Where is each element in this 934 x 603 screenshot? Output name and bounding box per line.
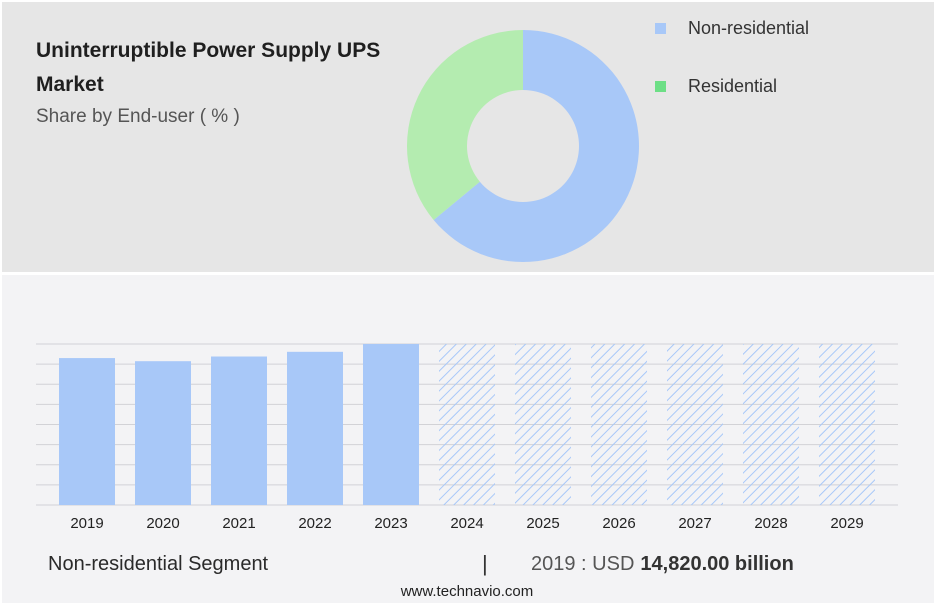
x-tick-label-2022: 2022 (298, 515, 331, 532)
legend-label-non-residential: Non-residential (688, 17, 810, 38)
legend: Non-residential Residential (655, 16, 809, 132)
footer-year-label: 2019 : USD (531, 553, 635, 575)
bar-2022 (287, 351, 343, 505)
legend-swatch-residential (655, 80, 666, 92)
x-tick-label-2027: 2027 (678, 515, 711, 532)
bar-2026 (591, 344, 647, 505)
chart-subtitle: Share by End-user ( % ) (36, 106, 240, 127)
bar-2020 (135, 361, 191, 505)
x-tick-label-2029: 2029 (830, 515, 863, 532)
bar-2023 (363, 344, 419, 505)
source-link[interactable]: www.technavio.com (400, 583, 534, 600)
donut-chart (407, 30, 639, 262)
chart-title: Uninterruptible Power Supply UPS Market (36, 39, 381, 96)
x-tick-label-2026: 2026 (602, 515, 635, 532)
footer-value: 14,820.00 billion (640, 553, 794, 575)
segment-label: Non-residential Segment (48, 553, 269, 575)
x-tick-label-2019: 2019 (70, 515, 103, 532)
x-tick-label-2020: 2020 (146, 515, 179, 532)
x-tick-label-2028: 2028 (754, 515, 787, 532)
bar-2028 (743, 344, 799, 505)
footer-separator: | (482, 551, 488, 576)
bar-2027 (667, 344, 723, 505)
donut-slice-residential (407, 30, 523, 220)
bar-2029 (819, 344, 875, 505)
legend-label-residential: Residential (688, 75, 778, 96)
bar-2024 (439, 344, 495, 505)
legend-swatch-non-residential (655, 22, 666, 34)
legend-item-non-residential: Non-residential (655, 16, 809, 40)
bar-chart: 2019 2020 2021 2022 2023 2024 2025 2026 2027 2028… (36, 343, 898, 532)
footer-stat: 2019 : USD 14,820.00 billion (531, 553, 794, 576)
donut-slice-non-residential (433, 30, 639, 262)
bar-2019 (59, 358, 115, 505)
x-tick-label-2025: 2025 (526, 515, 559, 532)
bar-2025 (515, 344, 571, 505)
x-tick-label-2023: 2023 (374, 515, 407, 532)
legend-item-residential: Residential (655, 74, 809, 98)
x-tick-label-2024: 2024 (450, 515, 483, 532)
x-tick-label-2021: 2021 (222, 515, 255, 532)
bar-2021 (211, 356, 267, 505)
